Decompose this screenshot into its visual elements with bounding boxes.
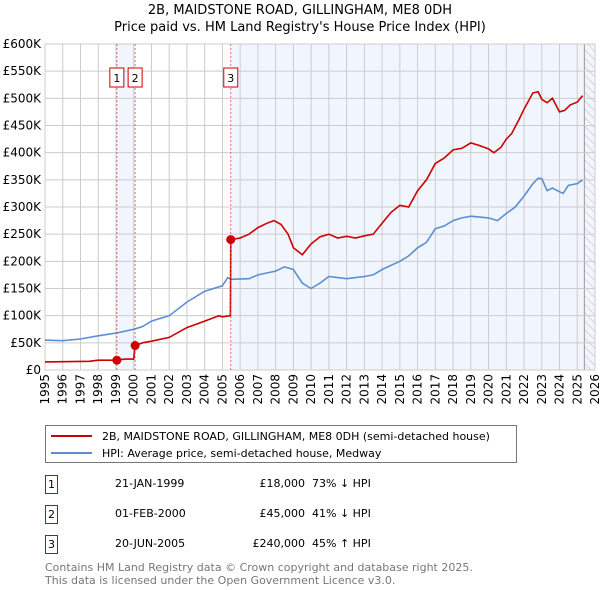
price-paid-line	[44, 90, 584, 363]
x-tick-label: 2025	[570, 374, 584, 405]
chart-title: 2B, MAIDSTONE ROAD, GILLINGHAM, ME8 0DH …	[0, 2, 600, 36]
sale-row: 3 20-JUN-2005 £240,000 45% ↑ HPI	[45, 535, 505, 555]
legend: 2B, MAIDSTONE ROAD, GILLINGHAM, ME8 0DH …	[45, 425, 517, 463]
x-tick-label: 2009	[286, 374, 300, 405]
x-tick-label: 1996	[56, 374, 70, 405]
legend-swatch-red	[51, 435, 92, 437]
sale-date: 21-JAN-1999	[115, 477, 185, 490]
y-tick-label: £450K	[3, 119, 43, 133]
x-tick-label: 2016	[411, 374, 425, 405]
plot-area: 1995 1996 1997 1998 1999 2000 2001 2002 2003 2004…	[3, 37, 600, 405]
footer: Contains HM Land Registry data © Crown c…	[45, 561, 473, 587]
x-tick-label: 2004	[198, 374, 212, 405]
sale-label-box	[109, 67, 125, 88]
x-tick-label: 2018	[446, 374, 460, 405]
title-line: 2B, MAIDSTONE ROAD, GILLINGHAM, ME8 0DH	[147, 3, 453, 18]
x-tick-label: 2002	[162, 374, 176, 405]
y-tick-label: £200K	[3, 254, 43, 268]
sale-label: 3	[227, 72, 234, 85]
y-tick-label: £250K	[3, 227, 43, 241]
sale-label-box	[223, 67, 239, 88]
legend-swatch-blue	[51, 452, 92, 454]
legend-item-property: 2B, MAIDSTONE ROAD, GILLINGHAM, ME8 0DH …	[51, 428, 490, 444]
sale-price: £45,000	[259, 507, 306, 520]
y-tick-label: £500K	[3, 91, 43, 105]
x-tick-label: 2026	[588, 374, 600, 405]
x-tick-label: 2001	[144, 374, 158, 405]
x-tick-label: 2007	[251, 374, 265, 405]
sale-point	[226, 235, 236, 245]
x-tick-label: 2000	[127, 374, 141, 405]
hpi-line	[44, 177, 584, 342]
legend-label: 2B, MAIDSTONE ROAD, GILLINGHAM, ME8 0DH …	[102, 429, 490, 443]
x-tick-label: 2008	[269, 374, 283, 405]
x-tick-label: 1995	[38, 374, 52, 405]
x-tick-label: 2012	[340, 374, 354, 405]
y-tick-label: £50K	[10, 336, 42, 350]
x-tick-label: 2023	[535, 374, 549, 405]
sale-label-box	[127, 67, 143, 88]
sale-marker-box: 2	[45, 505, 58, 524]
legend-label: HPI: Average price, semi-detached house,…	[102, 446, 382, 460]
x-tick-label: 2013	[357, 374, 371, 405]
x-tick-label: 2011	[322, 374, 336, 405]
sale-hpi-diff: 41% ↓ HPI	[312, 507, 371, 520]
sale-marker-box: 1	[45, 475, 58, 494]
x-tick-label: 2014	[375, 374, 389, 405]
sale-price: £18,000	[259, 477, 306, 490]
y-tick-label: £400K	[3, 146, 43, 160]
x-tick-label: 2006	[233, 374, 247, 405]
x-tick-label: 2021	[499, 374, 513, 405]
sale-point	[112, 355, 122, 365]
x-tick-label: 2017	[428, 374, 442, 405]
y-tick-label: £350K	[3, 173, 43, 187]
x-tick-label: 2019	[464, 374, 478, 405]
x-tick-label: 2022	[517, 374, 531, 405]
sale-hpi-diff: 73% ↓ HPI	[312, 477, 371, 490]
x-tick-label: 2010	[304, 374, 318, 405]
y-tick-label: £100K	[3, 309, 43, 323]
y-tick-label: £300K	[3, 200, 43, 214]
x-tick-label: 2003	[180, 374, 194, 405]
x-tick-label: 2005	[215, 374, 229, 405]
y-tick-label: £0	[26, 363, 41, 377]
sale-date: 01-FEB-2000	[115, 507, 186, 520]
sale-date: 20-JUN-2005	[115, 537, 186, 550]
subtitle-line: Price paid vs. HM Land Registry's House …	[114, 20, 486, 35]
x-tick-label: 2015	[393, 374, 407, 405]
x-tick-label: 1997	[73, 374, 87, 405]
legend-item-hpi: HPI: Average price, semi-detached house,…	[51, 445, 381, 461]
y-tick-label: £550K	[3, 64, 43, 78]
sale-label: 2	[132, 72, 139, 85]
x-tick-label: 1999	[109, 374, 123, 405]
sale-row: 2 01-FEB-2000 £45,000 41% ↓ HPI	[45, 505, 505, 525]
y-tick-label: £600K	[3, 37, 43, 51]
footer-line: This data is licensed under the Open Gov…	[45, 574, 396, 587]
sale-hpi-diff: 45% ↑ HPI	[312, 537, 371, 550]
sale-marker-box: 3	[45, 535, 58, 554]
plot-border	[44, 43, 596, 371]
y-tick-label: £150K	[3, 282, 43, 296]
footer-line: Contains HM Land Registry data © Crown c…	[45, 561, 473, 574]
x-tick-label: 2024	[553, 374, 567, 405]
sale-point	[130, 341, 140, 351]
sale-row: 1 21-JAN-1999 £18,000 73% ↓ HPI	[45, 475, 505, 495]
sale-price: £240,000	[252, 537, 306, 550]
x-tick-label: 2020	[482, 374, 496, 405]
sale-label: 1	[113, 72, 120, 85]
x-tick-label: 1998	[91, 374, 105, 405]
